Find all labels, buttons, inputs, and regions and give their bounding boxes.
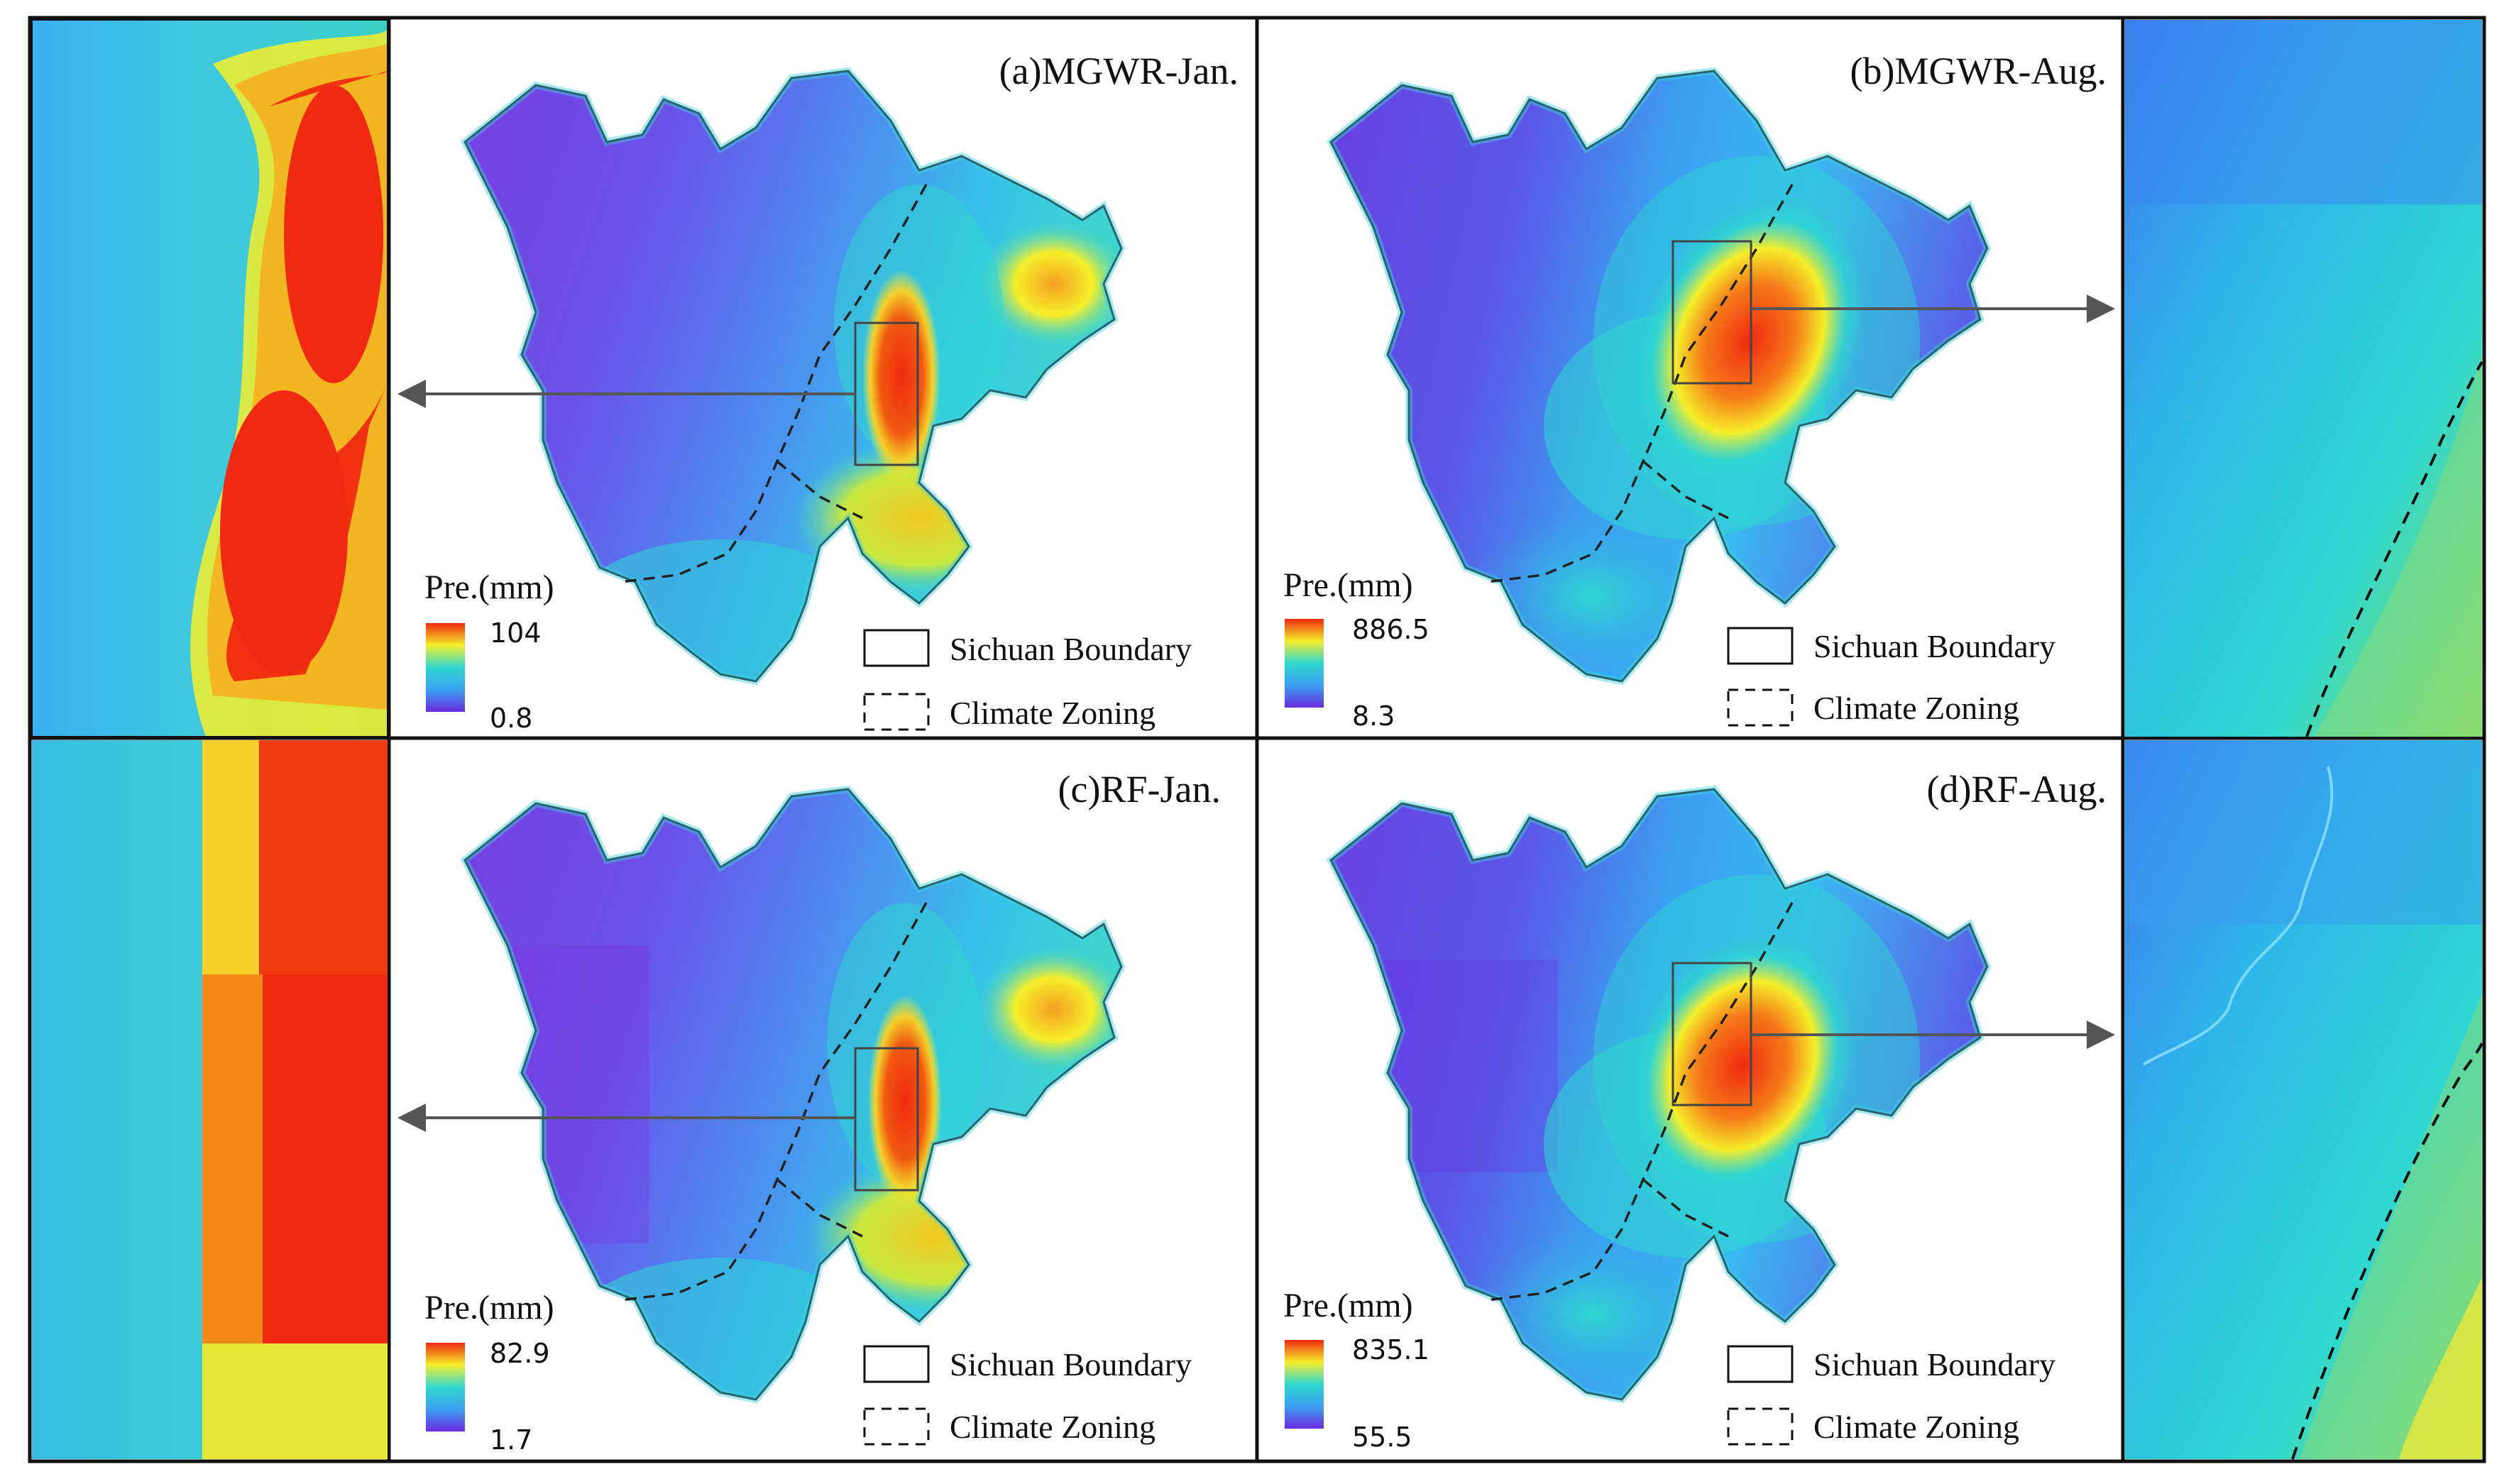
legend-max-a: 104 xyxy=(490,617,542,649)
key-zoning-swatch-c xyxy=(863,1407,930,1446)
legend-ramp-d xyxy=(1285,1340,1324,1429)
key-d: Sichuan Boundary Climate Zoning xyxy=(1727,1345,2055,1446)
key-boundary-swatch-a xyxy=(863,629,930,667)
legend-title-d: Pre.(mm) xyxy=(1283,1287,1413,1324)
key-zoning-swatch-b xyxy=(1727,688,1794,727)
key-boundary-swatch-c xyxy=(863,1345,930,1383)
legend-max-d: 835.1 xyxy=(1352,1334,1429,1365)
legend-ramp-a xyxy=(426,623,465,712)
key-boundary-swatch-b xyxy=(1727,627,1794,665)
panel-title-a: (a)MGWR-Jan. xyxy=(999,50,1239,92)
legend-max-b: 886.5 xyxy=(1352,614,1429,645)
legend-title-b: Pre.(mm) xyxy=(1283,566,1413,604)
key-boundary-label-a: Sichuan Boundary xyxy=(950,631,1192,667)
key-b: Sichuan Boundary Climate Zoning xyxy=(1727,627,2055,727)
key-a: Sichuan Boundary Climate Zoning xyxy=(863,629,1192,731)
panel-title-d: (d)RF-Aug. xyxy=(1927,768,2107,810)
panel-title-c: (c)RF-Jan. xyxy=(1058,768,1221,810)
key-zoning-swatch-d xyxy=(1727,1407,1794,1446)
map-panel-a xyxy=(422,57,1132,710)
key-zoning-label-a: Climate Zoning xyxy=(950,695,1155,731)
legend-d: Pre.(mm) 835.1 55.5 xyxy=(1283,1287,1429,1453)
legend-ramp-c xyxy=(426,1343,465,1431)
key-zoning-label-b: Climate Zoning xyxy=(1813,690,2019,726)
inset-b xyxy=(2125,20,2483,737)
inset-a xyxy=(31,19,388,737)
key-c: Sichuan Boundary Climate Zoning xyxy=(863,1345,1192,1446)
legend-min-d: 55.5 xyxy=(1352,1422,1412,1453)
key-boundary-label-b: Sichuan Boundary xyxy=(1813,628,2055,664)
legend-title-a: Pre.(mm) xyxy=(424,568,554,606)
key-zoning-label-c: Climate Zoning xyxy=(950,1409,1155,1445)
legend-min-c: 1.7 xyxy=(490,1424,532,1456)
legend-max-c: 82.9 xyxy=(490,1338,550,1369)
panel-title-b: (b)MGWR-Aug. xyxy=(1850,50,2107,92)
legend-min-a: 0.8 xyxy=(490,703,532,734)
key-zoning-swatch-a xyxy=(863,693,930,731)
key-zoning-label-d: Climate Zoning xyxy=(1813,1409,2019,1445)
inset-d xyxy=(2125,740,2483,1460)
legend-a: Pre.(mm) 104 0.8 xyxy=(424,568,554,734)
legend-min-b: 8.3 xyxy=(1352,700,1395,732)
inset-c xyxy=(32,740,388,1459)
key-boundary-swatch-d xyxy=(1727,1345,1794,1383)
legend-c: Pre.(mm) 82.9 1.7 xyxy=(424,1289,554,1456)
legend-title-c: Pre.(mm) xyxy=(424,1289,554,1326)
legend-ramp-b xyxy=(1285,619,1324,708)
key-boundary-label-d: Sichuan Boundary xyxy=(1813,1346,2055,1383)
map-panel-c xyxy=(422,775,1132,1428)
legend-b: Pre.(mm) 886.5 8.3 xyxy=(1283,566,1429,732)
key-boundary-label-c: Sichuan Boundary xyxy=(950,1346,1192,1383)
